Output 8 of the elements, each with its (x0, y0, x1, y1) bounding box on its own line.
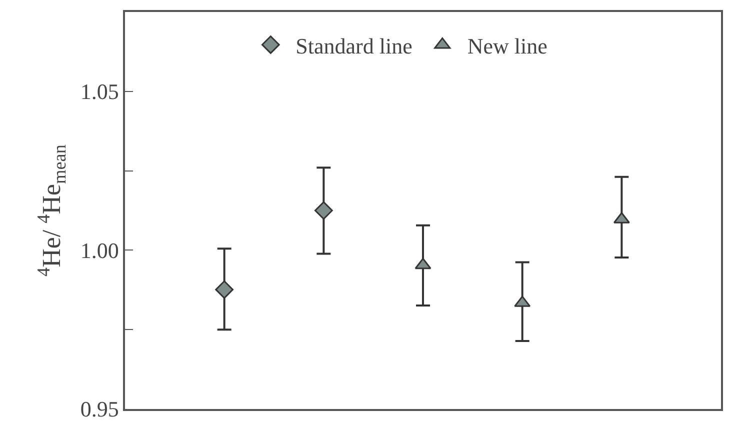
legend-label: New line (467, 33, 548, 58)
y-tick-label: 0.95 (80, 396, 119, 422)
point (414, 258, 432, 270)
point (215, 280, 234, 299)
text: 1.00 (80, 238, 119, 263)
legend-label: Standard line (296, 33, 412, 58)
y-tick-label: 1.05 (80, 79, 119, 104)
point (314, 201, 333, 220)
